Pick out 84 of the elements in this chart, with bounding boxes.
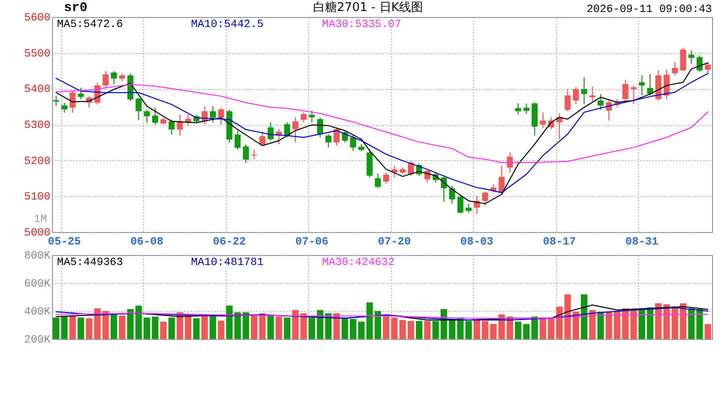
candlestick [325,134,332,148]
candlestick [704,62,711,74]
x-tick-label: 07-20 [378,236,411,248]
candlestick [102,70,109,88]
x-tick-label: 08-17 [542,236,576,248]
line-series [56,84,708,163]
candlestick [61,102,68,114]
text: MA10:5442.5 [191,19,264,31]
candlestick [581,76,588,105]
candlestick [152,107,158,125]
candlestick [366,148,373,178]
y-tick-label: 400K [24,306,51,318]
chart-title: 白糖2701 - 日K线图 [312,0,424,14]
candlestick [259,130,266,146]
text: MA5:5472.6 [57,19,124,31]
candlestick [532,102,538,136]
candlestick [317,116,324,138]
candlestick [515,102,522,115]
candlestick [251,149,258,160]
y-tick-label: 5500 [24,48,50,60]
line-series [56,62,708,204]
candlestick [647,73,654,96]
candlestick [242,144,249,164]
candlestick [564,88,571,112]
candlestick [292,116,298,143]
candlestick [498,165,505,194]
candlestick [218,107,224,125]
x-tick-label: 06-22 [212,236,246,248]
candlestick [136,97,142,121]
candlestick [680,47,686,72]
text: sr0 [64,0,88,15]
text: MA30:5335.07 [322,19,402,31]
candlestick [300,112,307,123]
x-tick-label: 05-25 [48,236,82,248]
line-series [56,73,708,194]
x-tick-label: 08-03 [460,236,494,248]
text: MA10:481781 [191,257,264,269]
candlestick [622,79,628,103]
text: MA5:449363 [57,257,124,269]
candlestick [424,168,430,184]
y-tick-label: 5600 [24,12,50,24]
x-tick-label: 06-08 [130,236,164,248]
candlestick [144,108,150,124]
text: 2026-09-11 09:00:43 [586,4,712,16]
x-tick-label: 07-06 [295,236,328,248]
candlestick [78,87,84,100]
candlestick [589,86,596,103]
y-tick-label: 5300 [24,120,50,132]
candlestick [350,135,356,152]
x-tick-label: 08-31 [625,236,659,248]
candlestick [383,172,390,184]
candlestick [53,95,60,106]
candlestick [449,185,456,204]
candlestick [308,110,315,123]
candlestick [440,175,447,202]
candlestick [664,69,670,100]
candlestick [638,74,645,96]
candlestick [523,103,530,114]
candlestick [168,118,175,136]
candlestick [110,70,117,85]
candlestick [688,50,694,64]
candlestick [457,195,464,214]
y-tick-label: 5400 [24,84,50,96]
candlestick [598,94,604,110]
candlestick [284,122,290,138]
candlestick [70,90,76,114]
candlestick [696,54,703,73]
text: MA30:424632 [322,257,395,269]
candlestick [334,126,340,146]
candlestick [540,112,546,129]
text: 1M [34,214,47,226]
candlestick [234,130,241,150]
y-tick-label: 800K [24,250,51,262]
candlestick [482,191,488,206]
candlestick [374,173,381,189]
line-series [56,307,708,320]
y-tick-label: 5200 [24,156,50,168]
y-tick-label: 200K [24,334,51,346]
candlestick [572,86,579,105]
candlestick [210,106,216,124]
candlestick [672,62,678,76]
y-tick-label: 5100 [24,192,50,204]
candlestick [630,84,637,105]
y-tick-label: 600K [24,278,51,290]
